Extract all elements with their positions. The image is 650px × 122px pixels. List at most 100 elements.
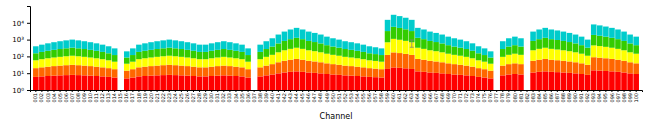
x-tick-mark: [193, 90, 194, 92]
bar-segment: [203, 76, 209, 90]
bar-segment: [354, 58, 360, 66]
bar-segment: [124, 51, 130, 57]
bar-segment: [579, 37, 585, 46]
bar-segment: [561, 32, 567, 41]
bar-segment: [621, 61, 627, 73]
bar-segment: [445, 63, 451, 74]
bar-segment: [306, 72, 312, 90]
bar-segment: [348, 76, 354, 90]
bar-segment: [288, 49, 294, 60]
bar-segment: [69, 40, 75, 48]
bar-segment: [282, 61, 288, 73]
bar-segment: [379, 55, 385, 62]
bar-segment: [148, 76, 154, 90]
bar-segment: [403, 29, 409, 41]
x-tick-mark: [242, 90, 243, 92]
x-tick-mark: [175, 90, 176, 92]
x-tick-mark: [314, 90, 315, 92]
bar-segment: [63, 65, 69, 75]
bar-segment: [354, 76, 360, 90]
bar-segment: [427, 41, 433, 50]
bar-segment: [330, 47, 336, 55]
bar-segment: [106, 60, 112, 68]
x-tick-mark: [84, 90, 85, 92]
bar-segment: [458, 48, 464, 56]
bar-segment: [403, 18, 409, 30]
x-tick-mark: [187, 90, 188, 92]
x-tick-mark: [478, 90, 479, 92]
x-tick-mark: [35, 90, 36, 92]
bar-segment: [627, 73, 633, 90]
bar-segment: [318, 73, 324, 90]
x-tick-mark: [617, 90, 618, 92]
bar-segment: [506, 64, 512, 74]
bar-segment: [112, 48, 118, 55]
bar-segment: [360, 59, 366, 67]
bar-segment: [63, 75, 69, 90]
bar-segment: [536, 29, 542, 39]
x-tick-mark: [66, 90, 67, 92]
bar-segment: [518, 47, 524, 55]
bar-segment: [470, 67, 476, 76]
bar-segment: [166, 48, 172, 56]
bar-segment: [100, 52, 106, 59]
bar-segment: [348, 57, 354, 66]
x-tick-mark: [266, 90, 267, 92]
bar-segment: [215, 57, 221, 66]
bar-segment: [536, 60, 542, 72]
bar-segment: [379, 69, 385, 77]
bar-segment: [215, 76, 221, 90]
y-tick-mark: [27, 73, 30, 74]
bar-segment: [579, 45, 585, 54]
bar-segment: [257, 45, 263, 52]
x-tick-mark: [96, 90, 97, 92]
bar-segment: [148, 42, 154, 50]
bar-segment: [567, 51, 573, 61]
bar-segment: [276, 43, 282, 52]
bar-segment: [57, 49, 63, 57]
bar-segment: [385, 69, 391, 90]
bar-segment: [94, 58, 100, 66]
bar-segment: [179, 66, 185, 76]
bar-segment: [154, 49, 160, 57]
bar-segment: [603, 47, 609, 58]
bar-segment: [536, 39, 542, 49]
bar-segment: [500, 49, 506, 57]
x-tick-mark: [636, 90, 637, 92]
bar-segment: [51, 76, 57, 90]
bar-segment: [445, 37, 451, 46]
bar-segment: [191, 67, 197, 76]
x-tick-mark: [284, 90, 285, 92]
bar-segment: [542, 38, 548, 48]
bar-segment: [573, 62, 579, 73]
bar-segment: [100, 45, 106, 52]
bar-segment: [482, 69, 488, 77]
bar-segment: [263, 75, 269, 90]
bar-segment: [39, 76, 45, 90]
bar-segment: [106, 77, 112, 90]
bar-segment: [106, 53, 112, 60]
y-tick: 10³: [12, 36, 30, 44]
bar-segment: [530, 50, 536, 61]
x-tick-mark: [393, 90, 394, 92]
bar-segment: [33, 53, 39, 60]
bar-segment: [439, 35, 445, 44]
x-tick-mark: [181, 90, 182, 92]
bar-segment: [239, 59, 245, 67]
bar-segment: [69, 65, 75, 75]
x-tick-mark: [436, 90, 437, 92]
bar-segment: [75, 40, 81, 48]
bar-segment: [288, 29, 294, 39]
bar-segment: [415, 38, 421, 48]
bar-segment: [373, 54, 379, 61]
bar-segment: [197, 76, 203, 90]
bar-segment: [75, 48, 81, 56]
bar-segment: [57, 57, 63, 66]
bar-segment: [88, 42, 94, 50]
bar-segment: [391, 27, 397, 39]
bar-segment: [88, 66, 94, 76]
bar-segment: [300, 72, 306, 90]
bar-segment: [451, 55, 457, 64]
bar-segment: [530, 72, 536, 90]
bar-segment: [257, 59, 263, 67]
